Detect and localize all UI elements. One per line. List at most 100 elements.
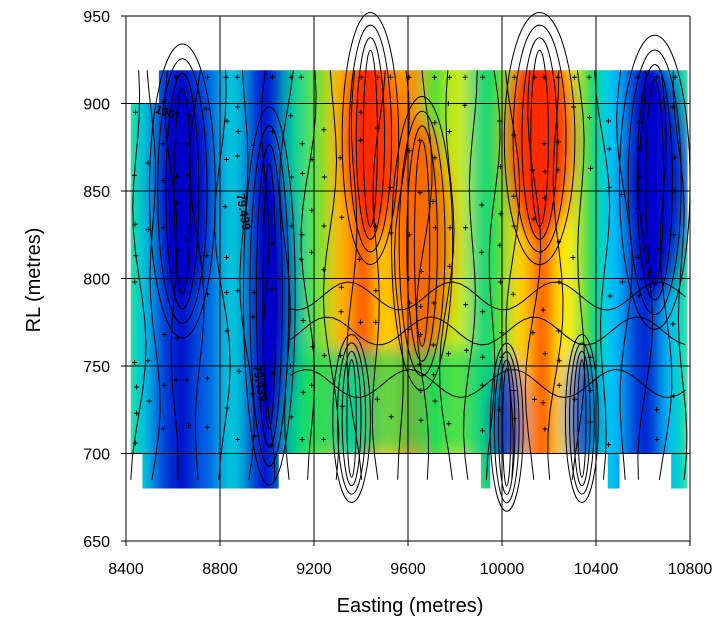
sample-point (672, 74, 678, 80)
contour-line (505, 70, 521, 480)
sample-point (556, 279, 562, 285)
sample-point (542, 351, 548, 357)
sample-point (447, 129, 453, 134)
sample-point (479, 382, 485, 388)
sample-point (184, 237, 190, 243)
field-blob (619, 70, 688, 305)
sample-point (289, 174, 295, 180)
y-tick-label: 800 (83, 272, 110, 289)
contour-line (645, 78, 665, 286)
sample-point (356, 256, 362, 262)
sample-point (388, 230, 394, 236)
sample-point (337, 353, 343, 358)
sample-point (174, 174, 180, 180)
sample-point (145, 358, 151, 364)
sample-point (430, 372, 436, 378)
sample-point (204, 375, 210, 381)
x-axis-ticks: 8400 8800 9200 9600 10000 10400 10800 (108, 561, 712, 578)
sample-point (654, 74, 660, 80)
sample-point (636, 146, 642, 152)
contour-line (249, 125, 290, 467)
sample-point (358, 74, 364, 80)
contour-line (672, 70, 688, 480)
sample-point (251, 290, 257, 295)
sample-point (300, 389, 306, 395)
sample-point (432, 120, 438, 126)
sample-point (463, 302, 469, 308)
contour-line (341, 350, 362, 487)
sample-point (418, 417, 424, 423)
contour-line (346, 359, 357, 478)
sample-point (606, 442, 612, 448)
sample-point (447, 263, 453, 269)
sample-point (223, 74, 229, 80)
sample-point (288, 414, 294, 420)
sample-point (430, 342, 436, 348)
sample-point (298, 256, 304, 262)
sample-point (418, 332, 424, 337)
sample-point (309, 382, 315, 388)
sample-point (373, 223, 379, 229)
sample-point (447, 225, 453, 231)
sample-point (373, 319, 379, 325)
sample-point (146, 398, 152, 404)
sample-point (145, 160, 151, 166)
sample-point (431, 74, 437, 80)
sample-point (654, 407, 660, 413)
contour-line (322, 70, 340, 480)
sample-point (131, 172, 137, 178)
sample-point (511, 388, 517, 393)
sample-point (133, 410, 139, 416)
contour-line (243, 106, 296, 486)
sample-point (204, 291, 210, 297)
sample-point (223, 255, 229, 260)
sample-point (205, 74, 211, 80)
contour-line (341, 12, 400, 265)
field-blob (391, 121, 453, 366)
field-blob (342, 70, 399, 244)
contour-line (512, 24, 567, 253)
sample-point (542, 169, 548, 175)
contour-line (130, 70, 147, 480)
contour-line (502, 367, 512, 487)
sample-point (511, 132, 517, 138)
sample-point (555, 74, 561, 80)
sample-point (134, 384, 140, 390)
sample-point (250, 314, 256, 320)
field-blob (490, 357, 524, 489)
sample-point (530, 330, 536, 336)
sample-point (464, 347, 470, 353)
sample-point (375, 125, 381, 131)
sample-point (670, 104, 676, 110)
y-tick-label: 850 (83, 184, 110, 201)
sample-point (235, 288, 241, 294)
sample-point (671, 232, 677, 238)
sample-point (540, 400, 546, 406)
sample-point (235, 129, 241, 134)
sample-point (556, 382, 562, 388)
x-tick-label: 10400 (574, 561, 619, 578)
sample-point (289, 223, 295, 229)
sample-point (635, 74, 641, 80)
sample-point (540, 307, 546, 313)
sample-point (419, 269, 425, 274)
contour-line (214, 70, 231, 480)
contour-line (346, 70, 363, 480)
sample-point (250, 143, 256, 148)
sample-point (587, 388, 593, 393)
sample-point (542, 426, 548, 432)
sample-point (160, 141, 166, 147)
sample-point (357, 137, 363, 143)
sample-point (161, 382, 167, 388)
sample-point (418, 304, 424, 309)
contour-lines (130, 12, 691, 512)
contour-line (332, 334, 371, 503)
contour-labels: 100 79.439 79.439 (153, 102, 270, 403)
contour-line (406, 125, 438, 362)
contour-line (463, 70, 478, 480)
sample-point (203, 106, 209, 112)
sample-point (479, 428, 485, 434)
sample-point (321, 174, 327, 180)
grid-lines (121, 15, 691, 546)
sample-point (432, 225, 438, 231)
